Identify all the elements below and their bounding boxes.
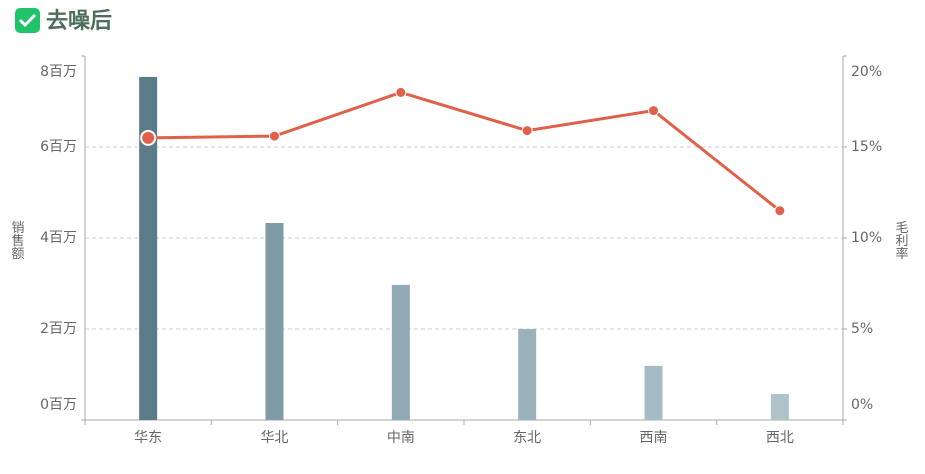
y2-axis-title: 毛利率 <box>893 221 909 260</box>
title: 去噪后 <box>46 9 112 34</box>
y-tick-label: 2百万 <box>40 321 77 337</box>
line-point <box>521 125 533 137</box>
x-tick-label: 西南 <box>640 430 668 446</box>
bar <box>265 222 284 420</box>
x-tick-label: 中南 <box>387 430 415 446</box>
bar <box>391 284 410 420</box>
line-point <box>140 129 157 146</box>
check-mark <box>18 13 37 28</box>
line-point <box>648 105 659 117</box>
x-tick-label: 西北 <box>766 430 794 446</box>
y2-tick-label: 20% <box>851 64 882 80</box>
bar <box>139 76 158 421</box>
y2-tick-label: 0% <box>851 397 873 413</box>
line <box>148 90 781 212</box>
x-tick-label: 东北 <box>513 430 541 446</box>
y2-tick-label: 15% <box>851 139 882 155</box>
y-tick-label: 6百万 <box>40 139 77 155</box>
y-axis-title: 销售额 <box>9 221 25 261</box>
y2-tick-label: 10% <box>851 230 882 246</box>
x-tick-label: 华东 <box>134 430 162 446</box>
line-point <box>269 130 280 142</box>
y-tick-label: 8百万 <box>40 64 77 80</box>
y-tick-label: 4百万 <box>40 230 77 246</box>
line-point <box>395 86 407 98</box>
bar <box>644 365 663 420</box>
y2-tick-label: 5% <box>851 321 873 337</box>
y-tick-label: 0百万 <box>40 397 77 413</box>
line-point <box>774 205 786 217</box>
bar <box>518 329 537 420</box>
bar <box>770 394 789 420</box>
x-tick-label: 华北 <box>261 430 289 446</box>
